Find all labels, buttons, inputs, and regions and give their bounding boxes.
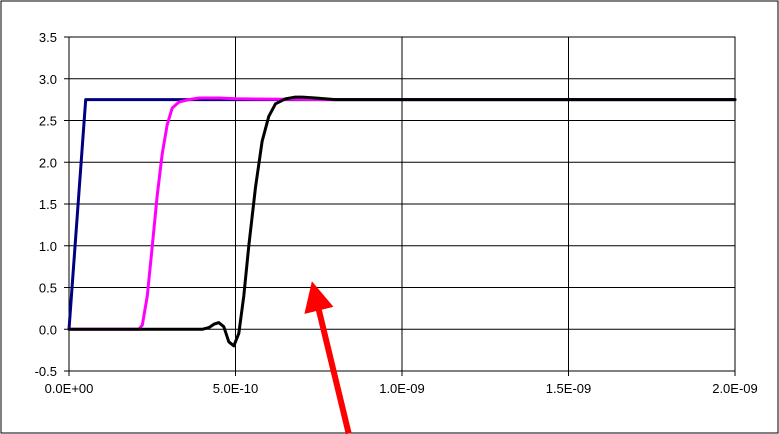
series-lines [67, 95, 737, 348]
x-tick-label: 5.0E-10 [213, 381, 259, 396]
y-tick-label: 0.5 [39, 281, 57, 296]
x-tick-label: 1.0E-09 [379, 381, 425, 396]
series-line-2 [67, 96, 337, 331]
annotations [304, 281, 352, 434]
y-tick-label: 1.5 [39, 197, 57, 212]
x-tick-label: 1.5E-09 [546, 381, 592, 396]
y-tick-label: 0.0 [39, 322, 57, 337]
y-tick-label: 1.0 [39, 239, 57, 254]
y-tick-label: 3.5 [39, 30, 57, 45]
annotation-arrow [304, 281, 352, 434]
y-tick-label: 3.0 [39, 72, 57, 87]
y-tick-label: 2.0 [39, 155, 57, 170]
axis-ticks: -0.5 0.0 0.5 1.0 1.5 2.0 2.5 3.0 3.5 0.0E+00 5.0E-… [35, 30, 758, 396]
series-line-3 [67, 95, 737, 348]
x-tick-label: 2.0E-09 [712, 381, 758, 396]
y-tick-label: -0.5 [35, 364, 57, 379]
y-tick-label: 2.5 [39, 114, 57, 129]
x-tick-label: 0.0E+00 [45, 381, 94, 396]
